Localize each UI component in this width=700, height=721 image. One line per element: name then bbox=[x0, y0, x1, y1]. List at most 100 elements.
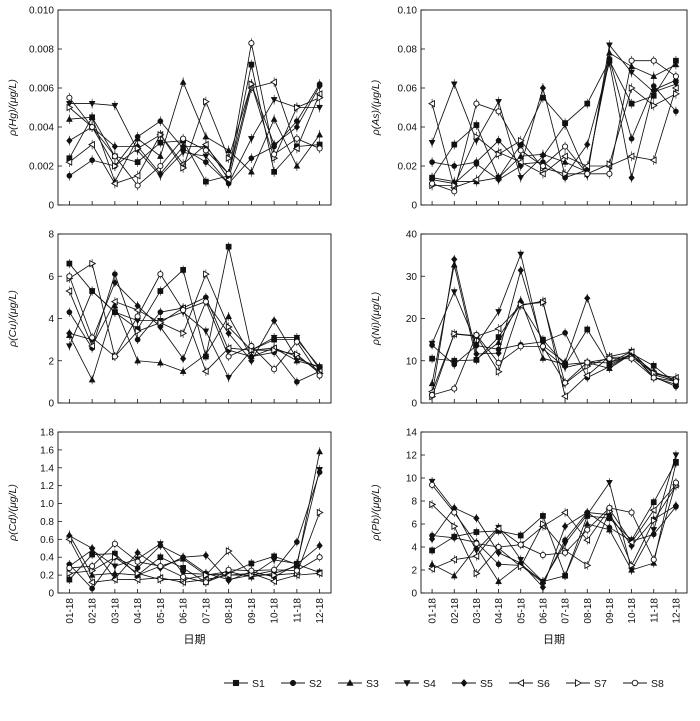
data-point-s3 bbox=[316, 448, 324, 455]
data-point-s2 bbox=[495, 561, 502, 568]
data-point-s5 bbox=[134, 548, 141, 557]
data-point-s1 bbox=[429, 547, 435, 554]
series-line-s2 bbox=[69, 272, 320, 383]
chart-panel-3: 0 2 4 6 8 ρ(Cu)/(μg/L) bbox=[7, 230, 332, 410]
data-point-s5 bbox=[473, 160, 480, 168]
data-point-s8 bbox=[429, 481, 436, 488]
series-line-s6 bbox=[68, 539, 320, 583]
y-tick-label: 4 bbox=[48, 314, 54, 325]
y-tick-label: 0 bbox=[48, 589, 54, 600]
data-point-s8 bbox=[429, 391, 436, 399]
data-point-s2 bbox=[673, 108, 679, 115]
legend-item-s8: S8 bbox=[623, 678, 664, 690]
y-tick-label: 1.4 bbox=[40, 463, 54, 474]
data-point-s7 bbox=[495, 367, 503, 376]
data-point-s8 bbox=[473, 540, 480, 547]
data-point-s8 bbox=[248, 342, 255, 350]
data-point-s5 bbox=[179, 142, 187, 151]
data-point-s8 bbox=[180, 306, 187, 314]
data-point-s1 bbox=[650, 499, 657, 505]
y-tick-label: 0 bbox=[411, 399, 417, 410]
data-point-s4 bbox=[88, 101, 96, 108]
data-point-s3 bbox=[225, 146, 233, 153]
data-point-s6 bbox=[649, 156, 657, 164]
data-point-s8 bbox=[628, 509, 635, 516]
y-tick-label: 0.6 bbox=[40, 535, 54, 546]
data-point-s4 bbox=[628, 69, 635, 77]
legend-marker-s6 bbox=[516, 679, 524, 687]
data-point-s8 bbox=[225, 566, 232, 573]
data-point-s1 bbox=[584, 326, 591, 333]
data-point-s1 bbox=[451, 141, 458, 148]
y-axis-label: ρ(Ni)/(μg/L) bbox=[370, 292, 382, 346]
data-point-s6 bbox=[583, 162, 591, 170]
data-point-s6 bbox=[65, 158, 73, 166]
data-point-s1 bbox=[429, 355, 435, 362]
data-point-s1 bbox=[203, 178, 209, 185]
data-point-s5 bbox=[561, 358, 569, 367]
x-tick-label: 11-18 bbox=[649, 598, 660, 623]
data-point-s8 bbox=[562, 379, 569, 386]
data-point-s5 bbox=[584, 294, 591, 302]
data-point-s4 bbox=[517, 175, 525, 182]
chart-panel-2: 0 0.02 0.04 0.06 0.08 0.10 ρ(As)/(μg/L) bbox=[370, 6, 688, 212]
legend-item-s7: S7 bbox=[566, 678, 607, 690]
data-point-s7 bbox=[316, 508, 324, 517]
data-point-s2 bbox=[134, 336, 141, 343]
data-point-s7 bbox=[562, 170, 570, 178]
legend-item-s6: S6 bbox=[509, 678, 550, 690]
data-point-s8 bbox=[316, 554, 323, 561]
x-tick-label: 11-18 bbox=[292, 598, 303, 623]
data-point-s6 bbox=[65, 287, 73, 295]
data-point-s8 bbox=[495, 108, 502, 115]
data-point-s5 bbox=[88, 544, 96, 553]
data-point-s3 bbox=[225, 312, 233, 319]
y-tick-label: 0.04 bbox=[398, 123, 418, 134]
data-point-s8 bbox=[316, 145, 323, 152]
series-s7 bbox=[66, 508, 324, 585]
data-point-s7 bbox=[271, 571, 279, 579]
data-point-s2 bbox=[495, 137, 502, 144]
series-line-s5 bbox=[431, 259, 677, 396]
data-point-s8 bbox=[225, 353, 232, 360]
data-point-s5 bbox=[248, 356, 255, 365]
data-point-s7 bbox=[650, 369, 658, 377]
data-point-s3 bbox=[134, 135, 142, 142]
series-line-s8 bbox=[69, 43, 320, 187]
y-tick-label: 10 bbox=[406, 356, 418, 367]
data-point-s5 bbox=[473, 514, 480, 523]
data-point-s8 bbox=[517, 343, 524, 350]
series-s6 bbox=[428, 83, 679, 193]
data-point-s8 bbox=[66, 273, 73, 280]
data-point-s4 bbox=[473, 547, 480, 555]
data-point-s6 bbox=[583, 536, 591, 544]
series-s2 bbox=[66, 269, 323, 387]
data-point-s6 bbox=[110, 179, 118, 188]
data-point-s4 bbox=[495, 99, 502, 106]
data-point-s8 bbox=[539, 343, 546, 350]
data-point-s7 bbox=[451, 329, 459, 338]
data-point-s7 bbox=[451, 522, 459, 531]
data-point-s2 bbox=[89, 157, 95, 163]
x-tick-label: 12-18 bbox=[315, 598, 326, 624]
data-point-s6 bbox=[110, 575, 118, 584]
data-point-s5 bbox=[584, 140, 591, 149]
data-point-s6 bbox=[88, 578, 95, 587]
data-point-s5 bbox=[495, 175, 502, 184]
y-axis-label: ρ(As)/(μg/L) bbox=[370, 80, 382, 137]
data-point-s6 bbox=[201, 367, 209, 376]
data-point-s7 bbox=[540, 298, 547, 307]
legend-item-s4: S4 bbox=[395, 678, 436, 690]
data-point-s3 bbox=[495, 577, 502, 585]
data-point-s2 bbox=[294, 539, 300, 545]
data-point-s7 bbox=[517, 562, 525, 571]
data-point-s8 bbox=[562, 549, 569, 556]
series-line-s7 bbox=[69, 82, 320, 169]
data-point-s3 bbox=[561, 158, 569, 165]
data-point-s7 bbox=[628, 561, 636, 570]
data-point-s2 bbox=[157, 118, 164, 125]
x-tick-label: 04-18 bbox=[494, 598, 505, 624]
data-point-s6 bbox=[201, 140, 209, 149]
legend-marker-s5 bbox=[460, 678, 468, 688]
data-point-s6 bbox=[627, 538, 635, 547]
